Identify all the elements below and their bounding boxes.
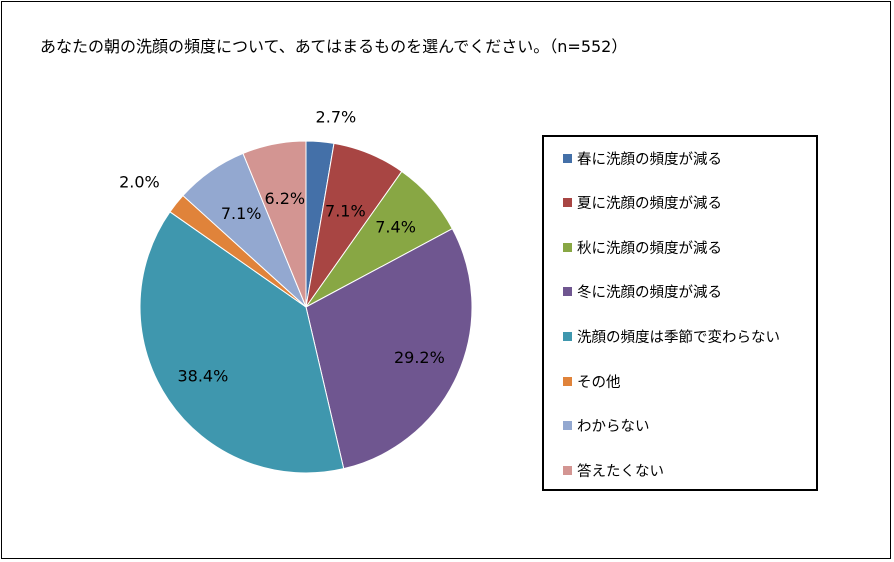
legend: 春に洗顔の頻度が減る 夏に洗顔の頻度が減る 秋に洗顔の頻度が減る 冬に洗顔の頻度が減る… — [542, 135, 818, 491]
legend-swatch — [563, 376, 572, 386]
data-label-2: 7.1% — [325, 201, 366, 220]
legend-swatch — [563, 287, 572, 297]
data-label-5: 38.4% — [177, 366, 228, 385]
legend-label: わからない — [577, 419, 650, 436]
legend-item-3: 秋に洗顔の頻度が減る — [563, 236, 722, 258]
data-label-7: 7.1% — [221, 204, 262, 223]
chart-title: あなたの朝の洗顔の頻度について、あてはまるものを選んでください。（n=552） — [40, 37, 628, 56]
legend-item-4: 冬に洗顔の頻度が減る — [563, 281, 722, 303]
legend-label: 答えたくない — [577, 463, 664, 480]
legend-item-6: その他 — [563, 370, 621, 392]
data-label-3: 7.4% — [375, 217, 416, 236]
data-label-4: 29.2% — [394, 348, 445, 367]
legend-label: 秋に洗顔の頻度が減る — [577, 240, 722, 257]
legend-item-1: 春に洗顔の頻度が減る — [563, 147, 722, 169]
legend-swatch — [563, 331, 572, 341]
data-label-8: 6.2% — [264, 189, 305, 208]
legend-swatch — [563, 153, 572, 163]
pie-slice-4 — [305, 228, 473, 470]
legend-item-2: 夏に洗顔の頻度が減る — [563, 192, 722, 214]
legend-swatch — [563, 421, 572, 431]
legend-swatch — [563, 465, 572, 475]
pie-slice-8 — [242, 140, 307, 308]
legend-swatch — [563, 198, 572, 208]
legend-label: 春に洗顔の頻度が減る — [577, 151, 722, 168]
data-label-6: 2.0% — [119, 172, 160, 191]
data-label-1: 2.7% — [316, 108, 357, 127]
legend-swatch — [563, 242, 572, 252]
legend-label: 冬に洗顔の頻度が減る — [577, 285, 722, 302]
legend-label: その他 — [577, 374, 621, 391]
legend-item-7: わからない — [563, 415, 650, 437]
legend-item-8: 答えたくない — [563, 459, 664, 481]
pie-slice-5 — [139, 211, 345, 474]
legend-label: 夏に洗顔の頻度が減る — [577, 196, 722, 213]
legend-item-5: 洗顔の頻度は季節で変わらない — [563, 325, 780, 347]
legend-label: 洗顔の頻度は季節で変わらない — [577, 329, 780, 346]
